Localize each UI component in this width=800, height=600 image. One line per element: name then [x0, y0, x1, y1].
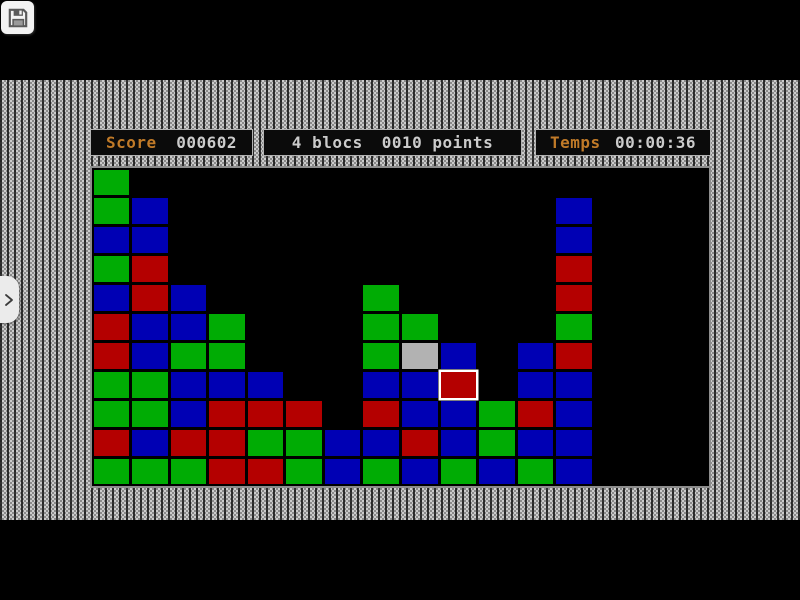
block-blue[interactable] [132, 198, 168, 225]
block-green[interactable] [93, 169, 130, 196]
block-blue[interactable] [132, 342, 168, 369]
game-board[interactable] [90, 166, 711, 488]
block-green[interactable] [286, 429, 322, 456]
block-blue[interactable] [363, 371, 399, 398]
block-blue[interactable] [556, 458, 592, 485]
time-value: 00:00:36 [614, 133, 696, 152]
block-blue[interactable] [402, 400, 438, 427]
block-blue[interactable] [556, 400, 592, 427]
bottom-bar [0, 520, 800, 600]
block-green[interactable] [247, 429, 284, 456]
block-green[interactable] [363, 285, 399, 312]
block-green[interactable] [209, 314, 245, 340]
score-label: Score [106, 133, 157, 152]
top-bar [0, 0, 800, 80]
block-blue[interactable] [479, 458, 515, 485]
block-blue[interactable] [132, 227, 168, 254]
block-blue[interactable] [556, 371, 592, 398]
time-box: Temps 00:00:36 [535, 129, 711, 156]
block-blue[interactable] [170, 400, 207, 427]
block-green[interactable] [479, 400, 515, 427]
block-red[interactable] [363, 400, 399, 427]
block-blue[interactable] [363, 429, 399, 456]
block-red[interactable] [402, 429, 438, 456]
block-blue[interactable] [440, 342, 477, 369]
block-blue[interactable] [324, 458, 361, 485]
block-red[interactable] [209, 458, 245, 485]
block-blue[interactable] [440, 429, 477, 456]
block-red[interactable] [132, 285, 168, 312]
block-blue[interactable] [324, 429, 361, 456]
block-red[interactable] [556, 256, 592, 283]
block-blue[interactable] [402, 371, 438, 398]
block-blue[interactable] [247, 371, 284, 398]
block-blue[interactable] [93, 285, 130, 312]
block-blue[interactable] [556, 429, 592, 456]
blocs-points: 0010 points [381, 133, 494, 152]
block-red[interactable] [170, 429, 207, 456]
block-green[interactable] [93, 458, 130, 485]
block-blue[interactable] [517, 371, 554, 398]
block-green[interactable] [363, 342, 399, 369]
block-green[interactable] [170, 342, 207, 369]
chevron-right-icon [2, 291, 16, 309]
score-value: 000602 [176, 133, 237, 152]
block-red[interactable] [556, 342, 592, 369]
selected-block-red[interactable] [440, 371, 477, 398]
block-gray[interactable] [402, 342, 438, 369]
floppy-disk-icon [6, 6, 30, 30]
block-red[interactable] [247, 458, 284, 485]
blocs-count: 4 blocs [291, 133, 363, 152]
block-green[interactable] [363, 458, 399, 485]
save-button[interactable] [1, 1, 34, 34]
block-blue[interactable] [402, 458, 438, 485]
block-green[interactable] [363, 314, 399, 340]
block-red[interactable] [209, 400, 245, 427]
block-green[interactable] [170, 458, 207, 485]
block-red[interactable] [556, 285, 592, 312]
block-blue[interactable] [209, 371, 245, 398]
block-green[interactable] [132, 371, 168, 398]
block-red[interactable] [286, 400, 322, 427]
block-green[interactable] [286, 458, 322, 485]
block-green[interactable] [402, 314, 438, 340]
block-red[interactable] [93, 342, 130, 369]
block-blue[interactable] [556, 227, 592, 254]
block-red[interactable] [93, 314, 130, 340]
block-green[interactable] [93, 400, 130, 427]
block-blue[interactable] [517, 429, 554, 456]
block-green[interactable] [440, 458, 477, 485]
block-green[interactable] [132, 400, 168, 427]
time-label: Temps [550, 133, 601, 152]
block-blue[interactable] [517, 342, 554, 369]
block-blue[interactable] [132, 314, 168, 340]
block-blue[interactable] [440, 400, 477, 427]
block-blue[interactable] [556, 198, 592, 225]
block-green[interactable] [132, 458, 168, 485]
block-green[interactable] [479, 429, 515, 456]
block-red[interactable] [247, 400, 284, 427]
block-green[interactable] [209, 342, 245, 369]
block-red[interactable] [93, 429, 130, 456]
drawer-expand-tab[interactable] [0, 276, 19, 323]
block-green[interactable] [556, 314, 592, 340]
block-blue[interactable] [132, 429, 168, 456]
block-green[interactable] [93, 198, 130, 225]
block-red[interactable] [209, 429, 245, 456]
block-red[interactable] [517, 400, 554, 427]
score-box: Score 000602 [90, 129, 253, 156]
block-blue[interactable] [93, 227, 130, 254]
block-green[interactable] [93, 371, 130, 398]
block-blue[interactable] [170, 371, 207, 398]
block-green[interactable] [517, 458, 554, 485]
block-blue[interactable] [170, 285, 207, 312]
blocs-box: 4 blocs 0010 points [263, 129, 522, 156]
block-red[interactable] [132, 256, 168, 283]
block-green[interactable] [93, 256, 130, 283]
block-blue[interactable] [170, 314, 207, 340]
